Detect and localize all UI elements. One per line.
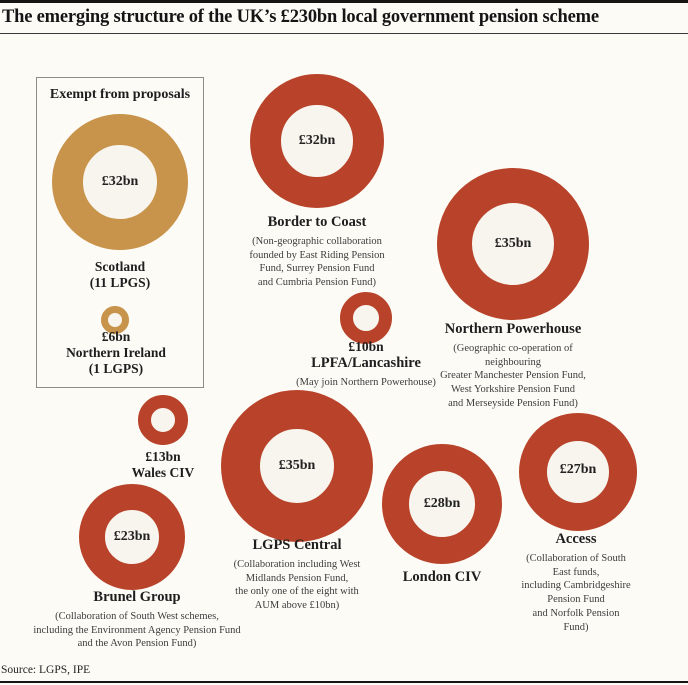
pool-name: Brunel Group <box>93 589 181 605</box>
pool-caption: (Geographic co-operation of neighbouring… <box>440 342 586 410</box>
pool-name: Access <box>555 531 597 547</box>
bottom-rule <box>0 681 688 683</box>
lpfa-lancashire-label: £10bn LPFA/Lancashire (May join Northern… <box>296 339 436 390</box>
pool-caption: (Collaboration of South West schemes, in… <box>33 610 241 650</box>
brunel-group-value-label: £23bn <box>113 529 151 544</box>
wales-civ-ring <box>138 395 188 445</box>
exempt-box-label: Exempt from proposals <box>49 87 191 102</box>
scotland-value-label: £32bn <box>101 174 139 189</box>
pool-value: £6bn <box>101 329 131 344</box>
chart-title: The emerging structure of the UK’s £230b… <box>0 3 688 34</box>
northern-powerhouse-label: Northern Powerhouse (Geographic co-opera… <box>426 321 601 411</box>
source-note: Source: LGPS, IPE <box>1 664 91 676</box>
northern-ireland-label: £6bn Northern Ireland (1 LGPS) <box>66 329 166 378</box>
pool-name: Scotland <box>94 259 146 274</box>
pool-name: Wales CIV <box>131 465 195 481</box>
pool-name: Northern Powerhouse <box>444 321 582 337</box>
northern-powerhouse-value-label: £35bn <box>494 236 532 251</box>
pool-caption: (11 LPGS) <box>89 275 151 291</box>
pool-name: Border to Coast <box>267 214 367 230</box>
lgps-central-label: LGPS Central (Collaboration including We… <box>234 537 361 613</box>
pool-value: £13bn <box>145 449 181 464</box>
pool-name: Northern Ireland <box>66 345 166 361</box>
lgps-central-value-label: £35bn <box>278 458 316 473</box>
northern-ireland-ring <box>101 306 129 334</box>
border-to-coast-value-label: £32bn <box>298 133 336 148</box>
scotland-label: Scotland (11 LPGS) <box>90 259 150 291</box>
london-civ-value-label: £28bn <box>423 496 461 511</box>
pool-caption: (May join Northern Powerhouse) <box>296 376 436 388</box>
pool-caption: (1 LGPS) <box>88 361 144 377</box>
wales-civ-label: £13bn Wales CIV <box>132 449 195 481</box>
pool-name: London CIV <box>402 569 482 585</box>
pool-value: £10bn <box>348 339 384 354</box>
access-label: Access (Collaboration of South East fund… <box>520 531 632 635</box>
lpfa-lancashire-ring <box>340 292 392 344</box>
pool-name: LGPS Central <box>252 537 342 553</box>
exempt-box: Exempt from proposals <box>36 77 204 388</box>
pool-name: LPFA/Lancashire <box>311 355 421 372</box>
pool-caption: (Non-geographic collaboration founded by… <box>249 235 385 289</box>
brunel-group-label: Brunel Group (Collaboration of South Wes… <box>33 589 240 651</box>
london-civ-label: London CIV <box>403 569 482 586</box>
pool-caption: (Collaboration including West Midlands P… <box>233 558 361 612</box>
access-value-label: £27bn <box>559 462 597 477</box>
title-bar: The emerging structure of the UK’s £230b… <box>0 0 688 34</box>
border-to-coast-label: Border to Coast (Non-geographic collabor… <box>249 214 384 290</box>
pool-caption: (Collaboration of South East funds, incl… <box>521 552 631 633</box>
